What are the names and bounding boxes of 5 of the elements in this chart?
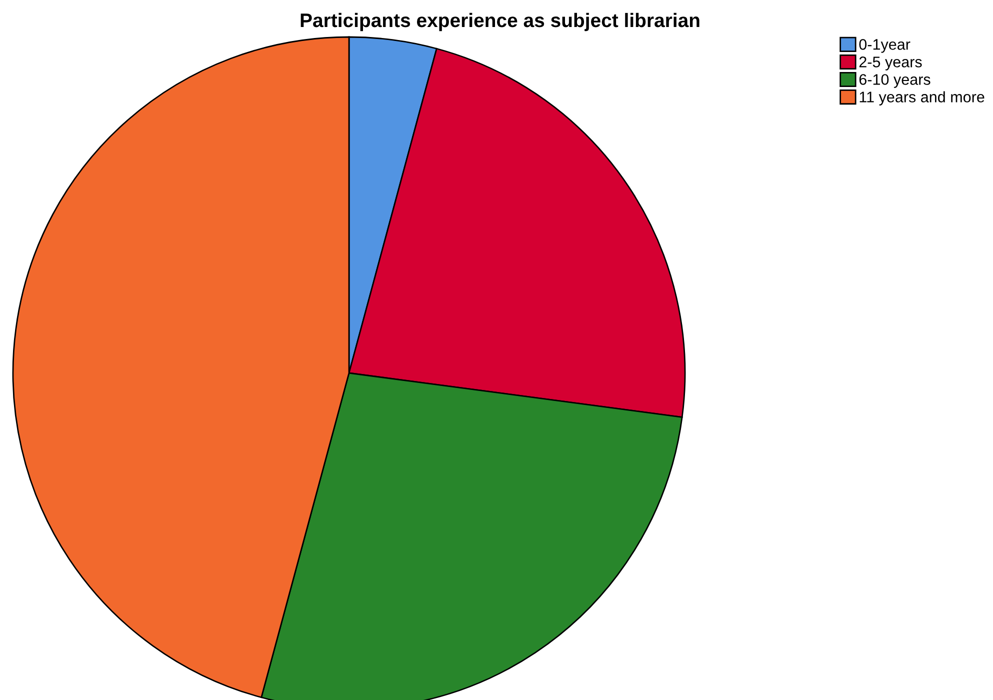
legend-label: 11 years and more [860,91,984,106]
legend-label: 0-1year [859,39,910,53]
chart-title: Participants experience as subject librarian [300,12,700,32]
legend-label: 6-10 years [859,74,930,88]
legend-label: 2-5 years [859,56,922,70]
